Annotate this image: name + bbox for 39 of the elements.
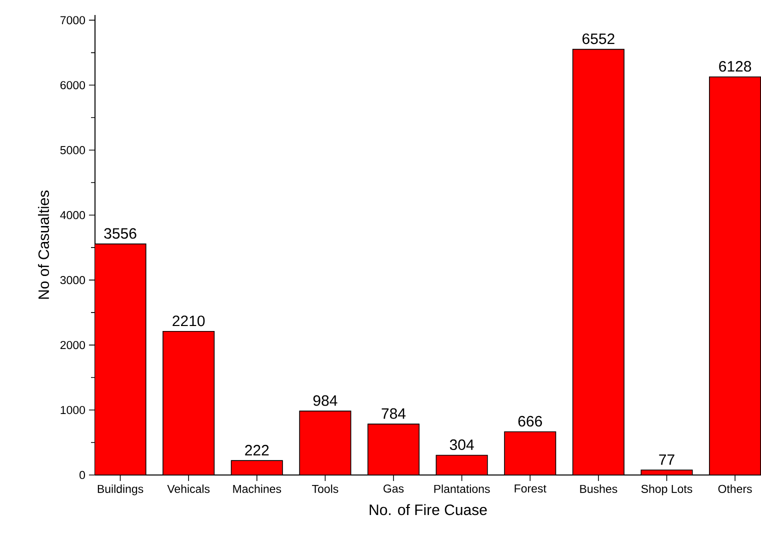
y-tick-label: 2000 (60, 340, 86, 350)
y-tick-label: 7000 (60, 16, 86, 24)
x-tick-label: Shop Lots (641, 484, 692, 496)
data-label: 77 (659, 454, 674, 465)
bar (504, 432, 556, 475)
x-tick-label: Machines (233, 484, 282, 493)
x-tick-label: Plantations (434, 484, 490, 493)
y-axis-title: No of Casualties (38, 190, 50, 299)
y-tick-label: 3000 (60, 276, 86, 284)
bar (368, 424, 420, 475)
x-tick-label: Gas (384, 484, 404, 493)
x-tick-label: Tools (312, 484, 338, 493)
data-label: 3556 (104, 228, 136, 239)
y-tick-label: 0 (80, 470, 86, 480)
x-tick-label: Forest (514, 484, 546, 493)
x-tick-label: Vehicals (167, 484, 210, 493)
y-tick-label: 4000 (60, 211, 86, 220)
data-label: 2210 (172, 316, 205, 326)
data-label: 784 (382, 408, 406, 419)
x-axis-title: No. of Fire Cuase (370, 504, 487, 516)
data-label: 222 (245, 444, 269, 456)
data-label: 6128 (719, 61, 752, 72)
x-tick-label: Bushes (580, 484, 618, 493)
data-label: 984 (313, 395, 338, 406)
x-tick-label: Buildings (98, 484, 144, 496)
bar (95, 244, 146, 475)
bar (709, 76, 761, 475)
data-label: 666 (518, 416, 542, 427)
x-tick-label: Others (718, 484, 752, 493)
bar (572, 49, 624, 475)
data-label: 6552 (582, 33, 614, 44)
bar (436, 455, 488, 475)
y-tick-label: 5000 (60, 146, 86, 154)
bar (300, 411, 351, 475)
data-label: 304 (450, 439, 474, 450)
y-tick-label: 6000 (60, 81, 86, 90)
y-tick-label: 1000 (60, 406, 86, 414)
bar (231, 460, 283, 475)
bar (162, 331, 214, 475)
